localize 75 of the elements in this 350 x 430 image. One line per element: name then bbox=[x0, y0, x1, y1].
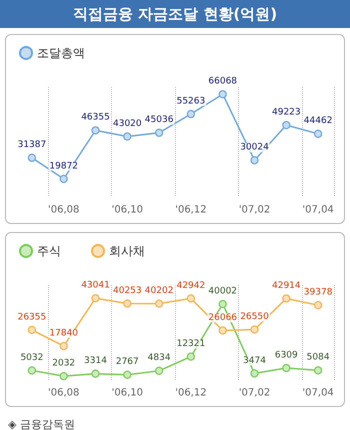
text: ◈ 금융감독원 bbox=[7, 417, 76, 430]
point bbox=[60, 342, 68, 350]
data-label: 43020 bbox=[112, 118, 142, 129]
legend-label: 조달총액 bbox=[37, 46, 85, 60]
point bbox=[60, 174, 68, 183]
point bbox=[250, 369, 259, 378]
data-label: 31387 bbox=[18, 140, 46, 150]
point bbox=[155, 128, 164, 137]
point bbox=[186, 110, 195, 118]
data-label: 42942 bbox=[176, 280, 206, 291]
data-label: 42914 bbox=[272, 280, 301, 291]
data-label: 26066 bbox=[208, 312, 238, 323]
x-tick-label: '06,08 bbox=[48, 204, 80, 216]
data-label: 46355 bbox=[81, 112, 110, 123]
point bbox=[314, 366, 322, 374]
point bbox=[28, 366, 36, 375]
point bbox=[123, 132, 132, 141]
point bbox=[60, 372, 68, 380]
data-label: 3474 bbox=[243, 356, 266, 366]
point bbox=[282, 120, 290, 130]
data-label: 49223 bbox=[272, 107, 301, 118]
data-label: 55263 bbox=[176, 96, 206, 106]
data-label: 2767 bbox=[116, 357, 139, 368]
point bbox=[250, 156, 259, 164]
data-label: 40202 bbox=[144, 286, 174, 296]
data-label: 66068 bbox=[208, 76, 238, 87]
point bbox=[314, 130, 322, 138]
chart-title: 직접금융 자금조달 현황(억원) bbox=[0, 0, 350, 28]
x-tick-label: '06,10 bbox=[112, 204, 143, 216]
data-label: 44462 bbox=[304, 116, 332, 126]
data-label: 26550 bbox=[240, 312, 270, 322]
point bbox=[218, 300, 227, 308]
data-label: 5032 bbox=[20, 352, 44, 363]
data-label: 30024 bbox=[240, 142, 270, 153]
point bbox=[155, 366, 164, 375]
data-label: 4834 bbox=[148, 353, 171, 364]
x-tick-label: '06,08 bbox=[48, 388, 80, 398]
data-label: 3314 bbox=[84, 356, 108, 366]
data-label: 45036 bbox=[144, 115, 174, 126]
data-label: 5084 bbox=[306, 352, 330, 363]
point bbox=[282, 294, 290, 303]
point bbox=[282, 364, 290, 372]
data-label: 19872 bbox=[49, 161, 78, 172]
x-tick-label: '07,02 bbox=[238, 388, 270, 398]
data-label: 40253 bbox=[112, 286, 142, 296]
data-label: 40002 bbox=[208, 286, 238, 296]
point bbox=[123, 299, 132, 308]
data-label: 6309 bbox=[274, 350, 298, 360]
x-tick-label: '06,12 bbox=[175, 388, 207, 398]
point bbox=[28, 154, 36, 162]
x-tick-label: '07,04 bbox=[302, 388, 334, 398]
point bbox=[218, 90, 227, 98]
point bbox=[123, 370, 132, 379]
point bbox=[155, 300, 164, 308]
data-label: 17840 bbox=[49, 328, 78, 339]
data-label: 2032 bbox=[52, 358, 76, 369]
point bbox=[28, 326, 36, 334]
point bbox=[314, 301, 322, 310]
data-label: 43041 bbox=[81, 280, 110, 291]
data-label: 12321 bbox=[176, 338, 206, 349]
point bbox=[186, 352, 195, 361]
legend-label: 회사채 bbox=[109, 244, 145, 258]
x-tick-label: '07,02 bbox=[238, 204, 270, 216]
data-label: 39378 bbox=[304, 288, 333, 298]
legend-label: 주식 bbox=[37, 244, 61, 258]
point bbox=[91, 294, 100, 302]
point bbox=[91, 126, 100, 134]
point bbox=[218, 326, 227, 335]
point bbox=[250, 325, 259, 334]
x-tick-label: '07,04 bbox=[302, 204, 334, 216]
point bbox=[91, 370, 100, 378]
data-label: 26355 bbox=[18, 312, 46, 322]
point bbox=[186, 294, 195, 303]
x-tick-label: '06,10 bbox=[112, 388, 143, 398]
x-tick-label: '06,12 bbox=[175, 204, 207, 216]
